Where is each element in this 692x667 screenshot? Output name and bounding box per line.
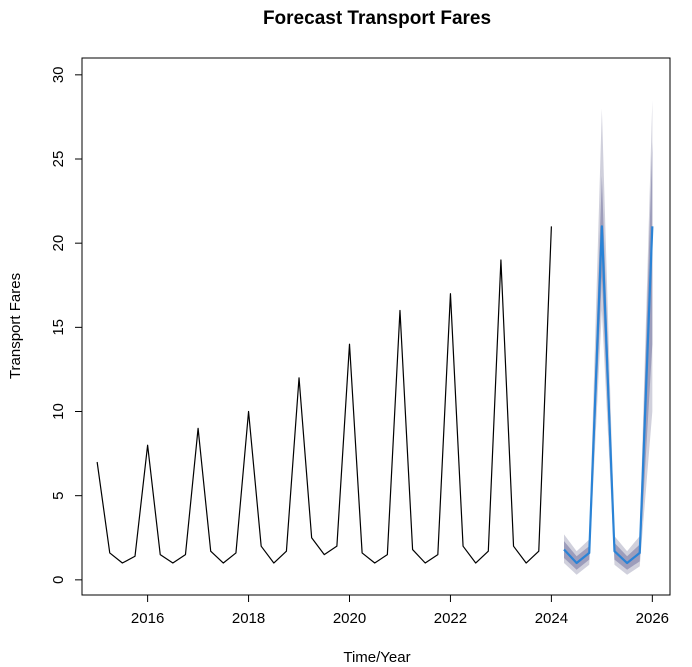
y-tick-label: 20: [50, 235, 67, 252]
forecast-line: [563, 225, 654, 565]
y-tick-label: 30: [50, 66, 67, 83]
y-axis: 0 5 10 15 20 25 30: [50, 66, 83, 584]
history-line: [96, 226, 552, 564]
y-tick-label: 25: [50, 151, 67, 168]
x-tick-label: 2020: [333, 610, 366, 627]
x-axis-label: Time/Year: [343, 649, 410, 666]
plot-frame: [81, 57, 671, 596]
x-tick-label: 2018: [232, 610, 265, 627]
y-tick-label: 15: [50, 319, 67, 336]
y-tick-label: 0: [50, 576, 67, 584]
x-tick-label: 2026: [636, 610, 669, 627]
interval-95-band: [564, 100, 653, 575]
series-lines: [96, 225, 654, 565]
x-tick-label: 2016: [131, 610, 164, 627]
chart-title: Forecast Transport Fares: [263, 8, 491, 29]
y-axis-label: Transport Fares: [7, 273, 24, 379]
x-axis: 2016 2018 2020 2022 2024 2026: [131, 594, 669, 627]
y-tick-label: 5: [50, 492, 67, 500]
x-tick-label: 2022: [434, 610, 467, 627]
prediction-intervals: [564, 100, 653, 575]
y-tick-label: 10: [50, 403, 67, 420]
x-tick-label: 2024: [535, 610, 568, 627]
